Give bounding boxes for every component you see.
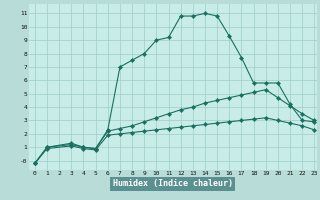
X-axis label: Humidex (Indice chaleur): Humidex (Indice chaleur) [113, 179, 233, 188]
